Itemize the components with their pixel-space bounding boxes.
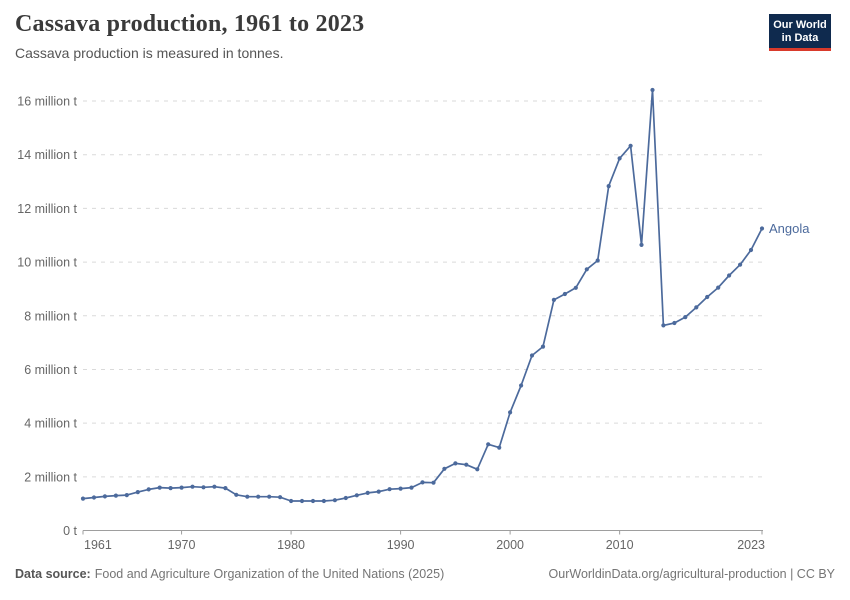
data-point[interactable] — [135, 490, 140, 495]
owid-logo-line2: in Data — [781, 31, 819, 44]
x-axis-tick-label: 1980 — [277, 538, 305, 552]
y-axis-tick-label: 14 million t — [17, 148, 77, 162]
data-point[interactable] — [442, 466, 447, 471]
data-point[interactable] — [486, 442, 491, 447]
data-point[interactable] — [332, 498, 337, 503]
data-point[interactable] — [289, 498, 294, 504]
x-axis-tick-label: 2000 — [496, 538, 524, 552]
data-point[interactable] — [102, 494, 107, 499]
owid-logo-line1: Our World — [773, 19, 827, 31]
data-point[interactable] — [595, 258, 600, 263]
chart-subtitle: Cassava production is measured in tonnes… — [15, 45, 284, 61]
chart-footer: Data source: Food and Agriculture Organiz… — [15, 567, 835, 581]
data-point[interactable] — [759, 226, 765, 231]
data-point[interactable] — [201, 485, 206, 490]
data-point[interactable] — [376, 489, 381, 494]
data-point[interactable] — [234, 492, 239, 497]
data-point[interactable] — [190, 484, 195, 489]
data-point[interactable] — [628, 143, 633, 148]
data-point[interactable] — [146, 487, 151, 492]
data-point[interactable] — [343, 495, 348, 501]
x-axis-tick-label: 2010 — [606, 538, 634, 552]
data-point[interactable] — [606, 184, 611, 189]
data-point[interactable] — [748, 247, 754, 253]
data-point[interactable] — [562, 291, 568, 297]
data-point[interactable] — [705, 294, 710, 300]
data-point[interactable] — [256, 494, 261, 499]
data-point[interactable] — [179, 485, 184, 490]
y-axis-tick-label: 4 million t — [24, 417, 77, 431]
data-point[interactable] — [168, 486, 173, 491]
y-axis-tick-label: 8 million t — [24, 309, 77, 323]
data-point[interactable] — [431, 480, 436, 485]
data-point[interactable] — [245, 494, 250, 499]
data-point[interactable] — [354, 493, 359, 498]
data-point[interactable] — [398, 486, 403, 491]
owid-logo[interactable]: Our World in Data — [769, 14, 831, 51]
series-entity-label[interactable]: Angola — [769, 221, 810, 236]
x-axis-tick-label: 2023 — [737, 538, 765, 552]
data-point[interactable] — [321, 498, 326, 504]
data-point[interactable] — [584, 267, 589, 272]
y-axis-tick-label: 2 million t — [24, 470, 77, 484]
data-point[interactable] — [475, 467, 480, 472]
data-point[interactable] — [573, 285, 578, 290]
data-point[interactable] — [91, 495, 97, 500]
data-point[interactable] — [409, 485, 414, 490]
data-point[interactable] — [519, 383, 524, 388]
x-axis-tick-label: 1990 — [387, 538, 415, 552]
y-axis-tick-label: 16 million t — [17, 95, 77, 109]
data-point[interactable] — [387, 487, 392, 492]
data-point[interactable] — [80, 496, 86, 501]
data-point[interactable] — [639, 242, 644, 247]
data-point[interactable] — [508, 410, 513, 415]
chart-header: Cassava production, 1961 to 2023 Cassava… — [15, 11, 745, 61]
data-point[interactable] — [464, 462, 469, 467]
y-axis-tick-label: 0 t — [63, 524, 77, 538]
data-series-line — [82, 89, 763, 502]
data-point[interactable] — [716, 285, 721, 290]
data-point[interactable] — [299, 498, 305, 504]
data-point[interactable] — [529, 353, 535, 358]
y-axis-tick-label: 6 million t — [24, 363, 77, 377]
data-point[interactable] — [683, 315, 688, 320]
attribution-link[interactable]: OurWorldinData.org/agricultural-producti… — [548, 567, 835, 581]
data-point[interactable] — [551, 297, 557, 302]
data-point[interactable] — [267, 494, 272, 499]
x-axis-tick-label: 1970 — [168, 538, 196, 552]
data-point[interactable] — [738, 262, 743, 267]
data-point[interactable] — [617, 156, 622, 161]
data-point[interactable] — [212, 484, 217, 489]
data-point[interactable] — [113, 493, 118, 498]
data-point[interactable] — [661, 323, 666, 328]
y-axis-tick-label: 10 million t — [17, 256, 77, 270]
data-point[interactable] — [278, 495, 283, 500]
data-point[interactable] — [694, 305, 699, 310]
data-point[interactable] — [310, 498, 316, 504]
data-point[interactable] — [650, 87, 655, 93]
y-axis-tick-label: 12 million t — [17, 202, 77, 216]
data-point[interactable] — [365, 490, 370, 495]
data-point[interactable] — [420, 480, 425, 485]
data-point[interactable] — [727, 273, 732, 278]
data-source-text: Food and Agriculture Organization of the… — [94, 567, 445, 581]
data-point[interactable] — [540, 344, 546, 349]
data-source-note: Data source: Food and Agriculture Organiz… — [15, 567, 444, 581]
data-point[interactable] — [672, 320, 677, 326]
page-title: Cassava production, 1961 to 2023 — [15, 11, 365, 37]
data-point[interactable] — [157, 485, 162, 490]
x-axis-tick-label: 1961 — [84, 538, 112, 552]
data-point[interactable] — [124, 493, 129, 498]
data-source-label: Data source: — [15, 567, 91, 581]
data-point[interactable] — [497, 445, 502, 450]
data-point[interactable] — [453, 461, 458, 466]
data-point[interactable] — [223, 486, 228, 491]
